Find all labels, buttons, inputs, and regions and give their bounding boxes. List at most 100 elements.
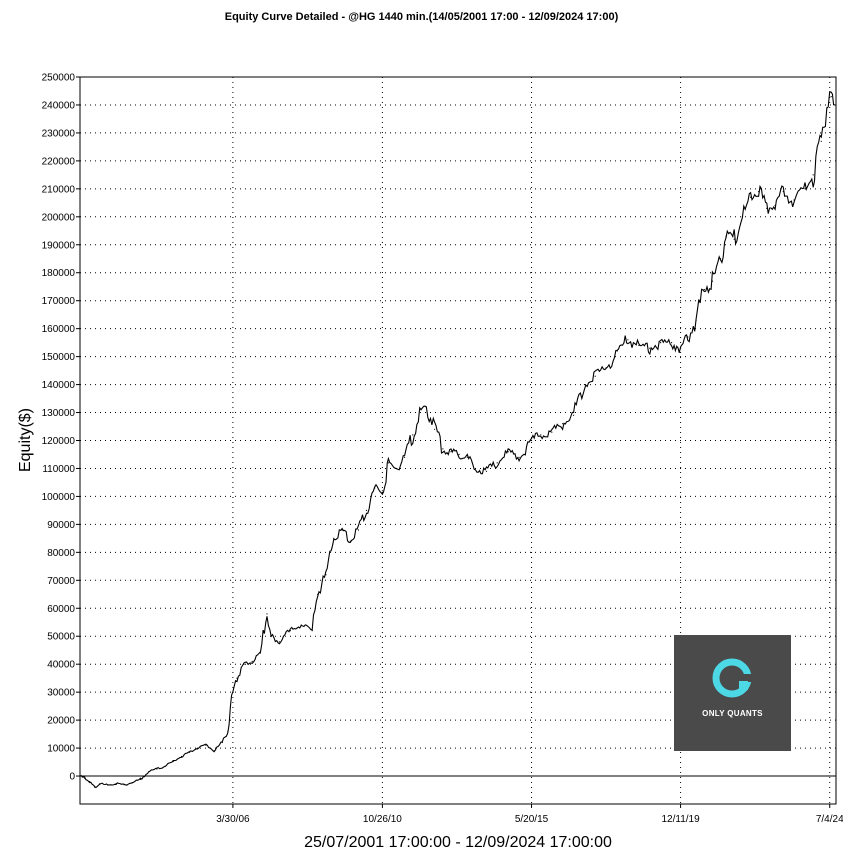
equity-data-point: [638, 344, 640, 346]
equity-data-point: [164, 765, 166, 767]
equity-data-point: [84, 777, 86, 779]
equity-data-point: [474, 467, 477, 470]
y-tick-label: 120000: [42, 436, 76, 447]
y-tick-label: 100000: [42, 492, 76, 503]
equity-data-point: [450, 451, 452, 453]
equity-data-point: [812, 174, 814, 176]
equity-data-point: [627, 339, 629, 341]
equity-data-point: [79, 775, 81, 777]
equity-data-point: [311, 630, 313, 632]
equity-data-point: [333, 537, 335, 540]
equity-data-point: [387, 462, 389, 464]
x-tick-label: 12/11/19: [662, 814, 701, 825]
x-axis-label: 25/07/2001 17:00:00 - 12/09/2024 17:00:0…: [304, 834, 612, 851]
equity-data-point: [660, 342, 662, 344]
equity-data-point: [289, 630, 291, 632]
equity-data-point: [466, 456, 468, 458]
equity-data-point: [197, 747, 199, 749]
equity-data-point: [496, 462, 498, 464]
equity-data-point: [172, 760, 174, 763]
equity-data-point: [741, 216, 744, 218]
equity-data-point: [820, 140, 822, 142]
equity-data-point: [758, 191, 760, 193]
equity-data-point: [227, 730, 229, 732]
x-tick-labels: 3/30/06 10/26/10 5/20/15 12/11/19 7/4/24: [216, 804, 843, 825]
y-tick-label: 240000: [42, 100, 76, 111]
equity-data-point: [236, 677, 238, 679]
equity-data-point: [687, 336, 689, 338]
y-tick-label: 80000: [47, 548, 75, 559]
series-layer: [79, 91, 837, 789]
equity-data-point: [711, 280, 714, 282]
equity-data-point: [205, 744, 207, 746]
equity-data-point: [278, 641, 280, 643]
equity-data-point: [485, 470, 488, 472]
equity-data-point: [750, 196, 752, 198]
y-tick-label: 200000: [42, 212, 76, 223]
equity-data-point: [766, 207, 768, 209]
equity-data-point: [317, 593, 319, 595]
equity-data-point: [251, 660, 253, 663]
equity-data-point: [518, 456, 520, 458]
equity-data-point: [349, 540, 351, 542]
chart-title: Equity Curve Detailed - @HG 1440 min.(14…: [224, 11, 619, 23]
equity-data-point: [420, 409, 422, 411]
equity-data-point: [507, 451, 509, 453]
equity-data-point: [594, 375, 596, 377]
equity-data-point: [649, 347, 651, 349]
equity-data-point: [365, 509, 368, 511]
equity-data-point: [695, 319, 697, 321]
x-tick-label: 10/26/10: [363, 814, 402, 825]
y-tick-label: 150000: [42, 352, 76, 363]
equity-data-point: [573, 414, 575, 416]
equity-data-point: [703, 288, 705, 291]
equity-data-point: [719, 258, 722, 260]
equity-data-point: [671, 342, 673, 344]
equity-data-point: [458, 453, 460, 456]
equity-data-point: [835, 104, 837, 106]
equity-data-point: [89, 781, 91, 783]
y-tick-label: 20000: [47, 716, 75, 727]
equity-data-point: [266, 613, 268, 615]
equity-data-point: [107, 784, 109, 786]
equity-data-point: [381, 490, 383, 492]
y-tick-label: 250000: [42, 73, 76, 84]
equity-data-point: [156, 768, 158, 770]
equity-data-point: [551, 431, 553, 433]
equity-data-point: [341, 529, 343, 531]
y-tick-label: 190000: [42, 240, 76, 251]
equity-data-point: [243, 663, 245, 665]
equity-data-point: [180, 755, 183, 758]
y-tick-label: 160000: [42, 324, 76, 335]
equity-data-point: [99, 783, 101, 785]
y-tick-label: 60000: [47, 604, 75, 615]
only-quants-watermark: ONLY QUANTS: [674, 635, 791, 751]
y-tick-label: 220000: [42, 156, 76, 167]
y-tick-label: 170000: [42, 296, 76, 307]
equity-data-point: [270, 635, 272, 637]
equity-data-point: [357, 529, 360, 531]
equity-data-point: [425, 406, 427, 408]
equity-data-point: [412, 434, 414, 436]
equity-data-point: [442, 448, 444, 450]
equity-data-point: [793, 199, 795, 201]
equity-data-point: [616, 350, 618, 352]
only-quants-logo-icon: [712, 658, 756, 698]
x-tick-label: 7/4/24: [816, 814, 843, 825]
equity-data-point: [213, 750, 215, 752]
y-tick-label: 210000: [42, 184, 76, 195]
y-tick-label: 130000: [42, 408, 76, 419]
y-tick-label: 70000: [47, 576, 75, 587]
equity-data-point: [540, 434, 542, 436]
watermark-text: ONLY QUANTS: [702, 709, 763, 718]
equity-data-point: [123, 784, 125, 786]
y-tick-label: 10000: [47, 744, 75, 755]
y-tick-label: 50000: [47, 632, 75, 643]
equity-data-point: [395, 467, 397, 470]
equity-data-point: [221, 741, 223, 744]
equity-data-point: [94, 786, 96, 788]
equity-data-point: [733, 238, 735, 240]
equity-data-point: [404, 456, 406, 458]
equity-data-point: [782, 191, 784, 193]
equity-data-point: [232, 691, 234, 693]
